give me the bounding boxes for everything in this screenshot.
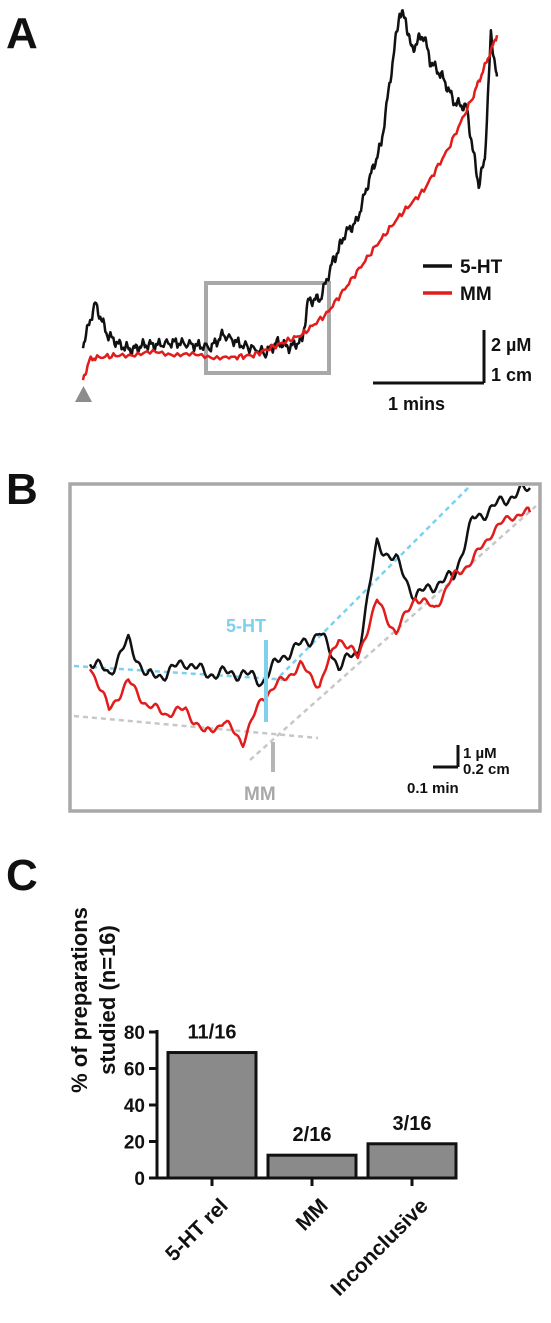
panel-b-fit-mm-baseline bbox=[73, 714, 319, 740]
panel-c-ylabel-line2: studied (n=16) bbox=[95, 925, 120, 1075]
scale-bar-y-label-2: 0.2 cm bbox=[463, 761, 510, 778]
panel-c-ytick-label-0: 0 bbox=[134, 1169, 145, 1190]
panel-a-trace-5ht bbox=[81, 9, 499, 359]
panel-c-category-label-2: Inconclusive bbox=[326, 1194, 432, 1300]
panel-c-ytick-label-1: 20 bbox=[124, 1133, 145, 1154]
panel-a-inset-box bbox=[204, 281, 331, 375]
panel-c-ylabel-line1: % of preparations bbox=[67, 907, 92, 1093]
panel-b-trace-mm bbox=[88, 506, 532, 749]
panel-a-legend: 5-HT MM bbox=[423, 257, 503, 305]
panel-b-fit-5ht-baseline bbox=[73, 664, 291, 682]
scale-bar-y-label: 1 µM bbox=[463, 745, 497, 762]
panel-b-letter: B bbox=[6, 465, 38, 514]
panel-b-trace-5ht bbox=[88, 486, 531, 688]
legend-mm-label: MM bbox=[460, 284, 492, 305]
panel-c-ytick-label-3: 60 bbox=[124, 1060, 145, 1081]
scale-bar-x-label: 0.1 min bbox=[407, 780, 459, 797]
panel-c-data-label-1: 2/16 bbox=[293, 1124, 332, 1146]
legend-5ht-label: 5-HT bbox=[460, 257, 503, 278]
panel-a-scale-bar: 2 µM 1 cm 1 mins bbox=[373, 330, 532, 414]
panel-c: C % of preparations studied (n=16) 11/16… bbox=[6, 851, 458, 1301]
panel-a-stimulus-marker bbox=[75, 386, 92, 402]
panel-a: A 5-HT MM 2 µM 1 cm 1 mins bbox=[6, 9, 532, 414]
panel-c-data-label-0: 11/16 bbox=[188, 1022, 237, 1044]
panel-b: B 5-HT MM 1 µM 0.2 cm 0.1 min bbox=[6, 465, 542, 813]
panel-c-bar-1 bbox=[266, 1153, 358, 1180]
panel-c-bar-0 bbox=[166, 1051, 258, 1180]
panel-c-bar-2 bbox=[366, 1142, 458, 1180]
panel-b-scale-bar: 1 µM 0.2 cm 0.1 min bbox=[407, 745, 510, 797]
panel-c-bars: 11/16 2/16 3/16 bbox=[166, 1022, 458, 1180]
panel-a-letter: A bbox=[6, 9, 38, 58]
panel-c-data-label-2: 3/16 bbox=[393, 1113, 432, 1135]
scale-bar-x-label: 1 mins bbox=[388, 394, 445, 414]
panel-b-mm-onset-label: MM bbox=[244, 784, 276, 805]
panel-b-5ht-onset-label: 5-HT bbox=[226, 616, 266, 636]
panel-c-category-label-1: MM bbox=[292, 1194, 333, 1235]
panel-c-ytick-label-2: 40 bbox=[124, 1096, 145, 1117]
panel-b-fit-mm-rise bbox=[249, 505, 537, 761]
panel-c-ytick-label-4: 80 bbox=[124, 1023, 145, 1044]
scale-bar-y-label-2: 1 cm bbox=[491, 365, 532, 385]
scale-bar-y-label: 2 µM bbox=[491, 335, 531, 355]
panel-c-letter: C bbox=[6, 851, 38, 900]
panel-c-category-label-0: 5-HT rel bbox=[161, 1194, 233, 1266]
panel-a-trace-mm bbox=[81, 34, 499, 381]
panel-b-frame bbox=[68, 482, 542, 813]
